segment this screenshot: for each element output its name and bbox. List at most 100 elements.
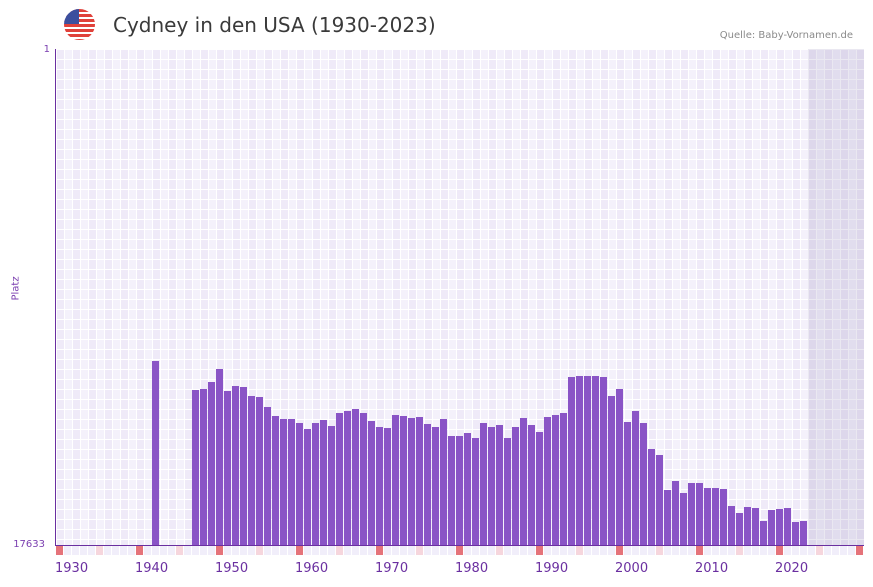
bar-1972[interactable] (408, 418, 415, 545)
year-marker (240, 546, 247, 555)
bar-1981[interactable] (480, 423, 487, 545)
year-marker (88, 546, 95, 555)
bar-2012[interactable] (728, 506, 735, 545)
year-marker (56, 546, 63, 555)
bar-1989[interactable] (544, 417, 551, 545)
bar-2001[interactable] (640, 423, 647, 545)
year-marker (496, 546, 503, 555)
bar-2019[interactable] (784, 508, 791, 545)
x-tick-1940: 1940 (135, 561, 169, 576)
bar-1992[interactable] (568, 377, 575, 545)
bar-2011[interactable] (720, 489, 727, 545)
bar-1964[interactable] (344, 411, 351, 545)
bar-1975[interactable] (432, 427, 439, 545)
bar-1987[interactable] (528, 425, 535, 545)
bar-2005[interactable] (672, 481, 679, 545)
year-marker-strip (56, 546, 864, 555)
bar-1969[interactable] (384, 428, 391, 545)
bar-1991[interactable] (560, 413, 567, 545)
bar-1961[interactable] (320, 420, 327, 545)
bar-1954[interactable] (264, 407, 271, 545)
bar-1995[interactable] (592, 376, 599, 545)
bar-2000[interactable] (632, 411, 639, 545)
bar-1948[interactable] (216, 369, 223, 545)
bar-1962[interactable] (328, 426, 335, 545)
bar-1946[interactable] (200, 389, 207, 545)
bar-1973[interactable] (416, 417, 423, 545)
bar-1985[interactable] (512, 427, 519, 545)
bar-1967[interactable] (368, 421, 375, 545)
bar-1999[interactable] (624, 422, 631, 545)
bar-1980[interactable] (472, 438, 479, 545)
year-marker (104, 546, 111, 555)
bar-1978[interactable] (456, 436, 463, 545)
bar-2008[interactable] (696, 483, 703, 545)
bar-1950[interactable] (232, 386, 239, 545)
bar-1940[interactable] (152, 361, 159, 545)
bar-2006[interactable] (680, 493, 687, 545)
bar-1968[interactable] (376, 427, 383, 545)
bar-2007[interactable] (688, 483, 695, 545)
year-marker (760, 546, 767, 555)
year-marker (416, 546, 423, 555)
year-marker (64, 546, 71, 555)
bar-1984[interactable] (504, 438, 511, 545)
bar-2002[interactable] (648, 449, 655, 545)
bar-2009[interactable] (704, 488, 711, 545)
bar-1947[interactable] (208, 382, 215, 545)
bar-1952[interactable] (248, 396, 255, 545)
bar-1971[interactable] (400, 416, 407, 545)
bar-1951[interactable] (240, 387, 247, 545)
bar-1974[interactable] (424, 424, 431, 545)
year-marker (544, 546, 551, 555)
bar-2004[interactable] (664, 490, 671, 545)
bar-1970[interactable] (392, 415, 399, 545)
bar-2010[interactable] (712, 488, 719, 545)
bar-1958[interactable] (296, 423, 303, 545)
year-marker (248, 546, 255, 555)
bar-1996[interactable] (600, 377, 607, 545)
bar-1979[interactable] (464, 433, 471, 545)
bar-2003[interactable] (656, 455, 663, 545)
bar-1959[interactable] (304, 429, 311, 545)
bar-1963[interactable] (336, 413, 343, 545)
bar-2014[interactable] (744, 507, 751, 545)
bar-1986[interactable] (520, 418, 527, 545)
bar-1997[interactable] (608, 396, 615, 545)
year-marker (192, 546, 199, 555)
bar-2013[interactable] (736, 513, 743, 545)
bar-1960[interactable] (312, 423, 319, 545)
bar-1990[interactable] (552, 415, 559, 545)
bar-1982[interactable] (488, 427, 495, 545)
bar-1945[interactable] (192, 390, 199, 545)
bar-1976[interactable] (440, 419, 447, 545)
bar-1983[interactable] (496, 425, 503, 545)
bar-2021[interactable] (800, 521, 807, 545)
bar-2018[interactable] (776, 509, 783, 545)
bar-2015[interactable] (752, 508, 759, 545)
bar-1966[interactable] (360, 413, 367, 545)
year-marker (784, 546, 791, 555)
year-marker (256, 546, 263, 555)
year-marker (176, 546, 183, 555)
bar-1956[interactable] (280, 419, 287, 545)
bar-2020[interactable] (792, 522, 799, 545)
year-marker (848, 546, 855, 555)
bar-1957[interactable] (288, 419, 295, 545)
bar-2016[interactable] (760, 521, 767, 545)
bar-2017[interactable] (768, 510, 775, 545)
bar-1955[interactable] (272, 416, 279, 545)
year-marker (528, 546, 535, 555)
year-marker (680, 546, 687, 555)
year-marker (112, 546, 119, 555)
bar-1953[interactable] (256, 397, 263, 545)
x-tick-2010: 2010 (695, 561, 729, 576)
bar-1998[interactable] (616, 389, 623, 545)
year-marker (552, 546, 559, 555)
bar-1977[interactable] (448, 436, 455, 545)
bar-1988[interactable] (536, 432, 543, 545)
bar-1993[interactable] (576, 376, 583, 545)
bar-1965[interactable] (352, 409, 359, 545)
bar-1949[interactable] (224, 391, 231, 545)
bar-1994[interactable] (584, 376, 591, 545)
